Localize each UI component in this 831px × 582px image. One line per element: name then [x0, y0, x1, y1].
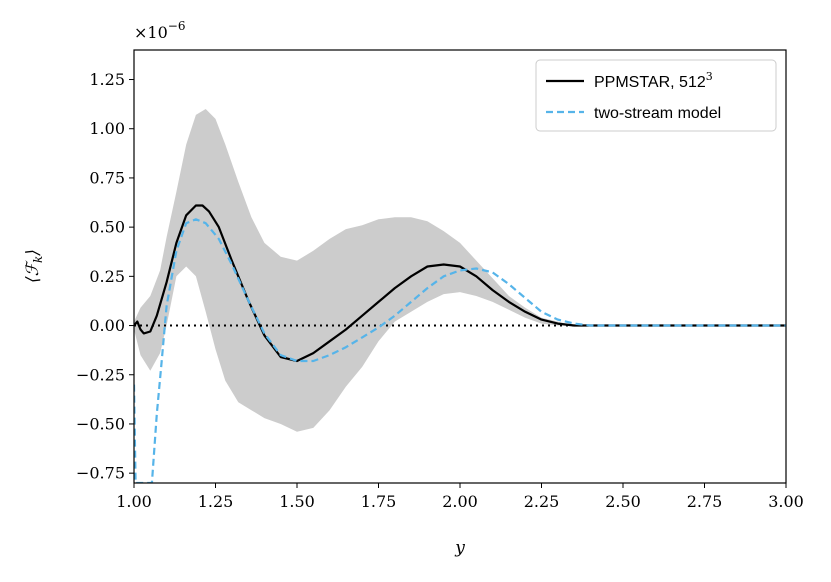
x-tick-label: 1.00: [116, 492, 152, 511]
y-tick-label: −0.50: [76, 414, 125, 433]
x-tick-label: 2.75: [687, 492, 723, 511]
y-tick-label: 0.75: [89, 168, 125, 187]
uncertainty-band: [134, 109, 786, 432]
legend-label-model: two-stream model: [594, 105, 721, 122]
x-axis-label: y: [454, 538, 465, 558]
x-tick-label: 2.50: [605, 492, 641, 511]
x-tick-label: 2.00: [442, 492, 478, 511]
plot-area: [134, 109, 786, 483]
x-tick-label: 3.00: [768, 492, 804, 511]
y-tick-label: −0.75: [76, 464, 125, 483]
legend-label-ppmstar: PPMSTAR, 5123: [594, 70, 713, 91]
y-tick-label: 0.00: [89, 316, 125, 335]
legend: PPMSTAR, 5123 two-stream model: [535, 59, 777, 132]
x-tick-label: 1.25: [198, 492, 234, 511]
y-axis-label: ⟨ℱk⟩: [23, 249, 45, 283]
series-line-two-stream-model: [134, 218, 786, 483]
x-tick-label: 2.25: [524, 492, 560, 511]
y-tick-label: 1.25: [89, 70, 125, 89]
y-tick-label: 0.50: [89, 218, 125, 237]
y-tick-label: −0.25: [76, 365, 125, 384]
axes-ticks: 1.00 1.25 1.50 1.75 2.00 2.25 2.50 2.75 3.00 −0.7…: [76, 70, 804, 511]
x-tick-label: 1.50: [279, 492, 315, 511]
y-tick-label: 0.25: [89, 267, 125, 286]
offset-text: ×10−6: [134, 19, 185, 42]
axes-frame: [133, 49, 787, 484]
series-line-ppmstar: [134, 204, 786, 363]
y-tick-label: 1.00: [89, 119, 125, 138]
legend-box: [535, 59, 777, 132]
x-tick-label: 1.75: [361, 492, 397, 511]
